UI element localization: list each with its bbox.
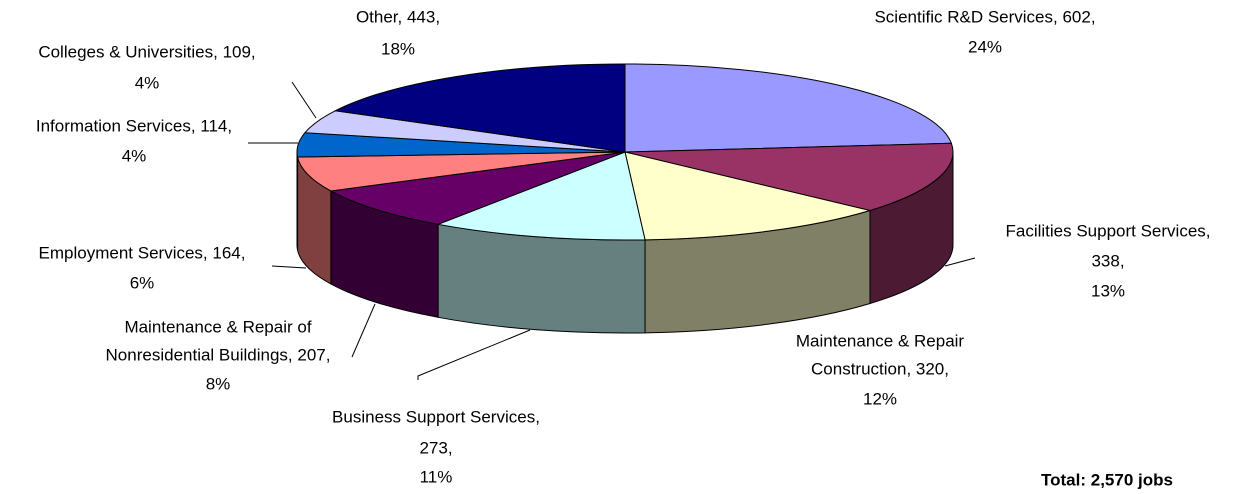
slice-label: 6% [130, 273, 155, 292]
leader-line [351, 303, 376, 358]
leader-line [271, 265, 307, 269]
slice [624, 142, 954, 212]
slice [624, 63, 953, 153]
slice-label: 12% [863, 389, 897, 408]
slice-label: Business Support Services, [332, 407, 540, 426]
slice-label: Employment Services, 164, [39, 243, 246, 262]
slice-label: Scientific R&D Services, 602, [874, 7, 1095, 26]
slice-label: 11% [420, 467, 453, 486]
slice-label: 18% [381, 39, 415, 58]
slice [296, 151, 626, 192]
leader-line [944, 257, 976, 267]
slice-label: 4% [135, 73, 160, 92]
slice [436, 151, 646, 241]
slice [329, 151, 626, 225]
slice-label: Construction, 320, [811, 359, 949, 378]
slice-side [437, 223, 646, 334]
slice [333, 63, 626, 153]
slice-label: Maintenance & Repair [796, 331, 965, 350]
slice [624, 151, 872, 241]
leader-line [417, 329, 531, 380]
slice-label: 24% [968, 37, 1002, 56]
slice-side [296, 151, 299, 251]
total-label: Total: 2,570 jobs [1041, 470, 1173, 489]
slice-label: 8% [206, 374, 231, 393]
slice-label: 4% [122, 146, 147, 165]
slice-label: 338, [1091, 251, 1124, 270]
slice-label: 273, [419, 438, 452, 457]
slice-label: Colleges & Universities, 109, [38, 42, 255, 61]
leader-line [291, 81, 317, 119]
slice-label: Information Services, 114, [36, 116, 232, 135]
slice-label: 13% [1091, 281, 1125, 300]
slice-label: Other, 443, [356, 7, 440, 26]
slice-label: Facilities Support Services, [1005, 221, 1210, 240]
slice-label: Nonresidential Buildings, 207, [106, 345, 331, 364]
slice-label: Maintenance & Repair of [124, 317, 311, 336]
